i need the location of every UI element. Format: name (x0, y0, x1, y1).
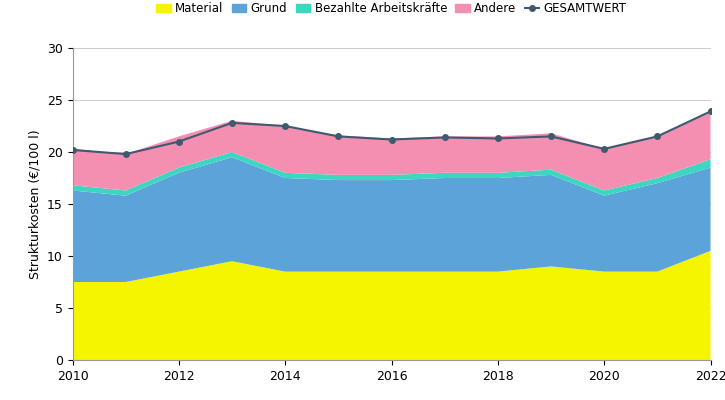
Y-axis label: Strukturkosten (€/100 l): Strukturkosten (€/100 l) (28, 129, 41, 279)
Legend: Material, Grund, Bezahlte Arbeitskräfte, Andere, GESAMTWERT: Material, Grund, Bezahlte Arbeitskräfte,… (152, 0, 631, 20)
